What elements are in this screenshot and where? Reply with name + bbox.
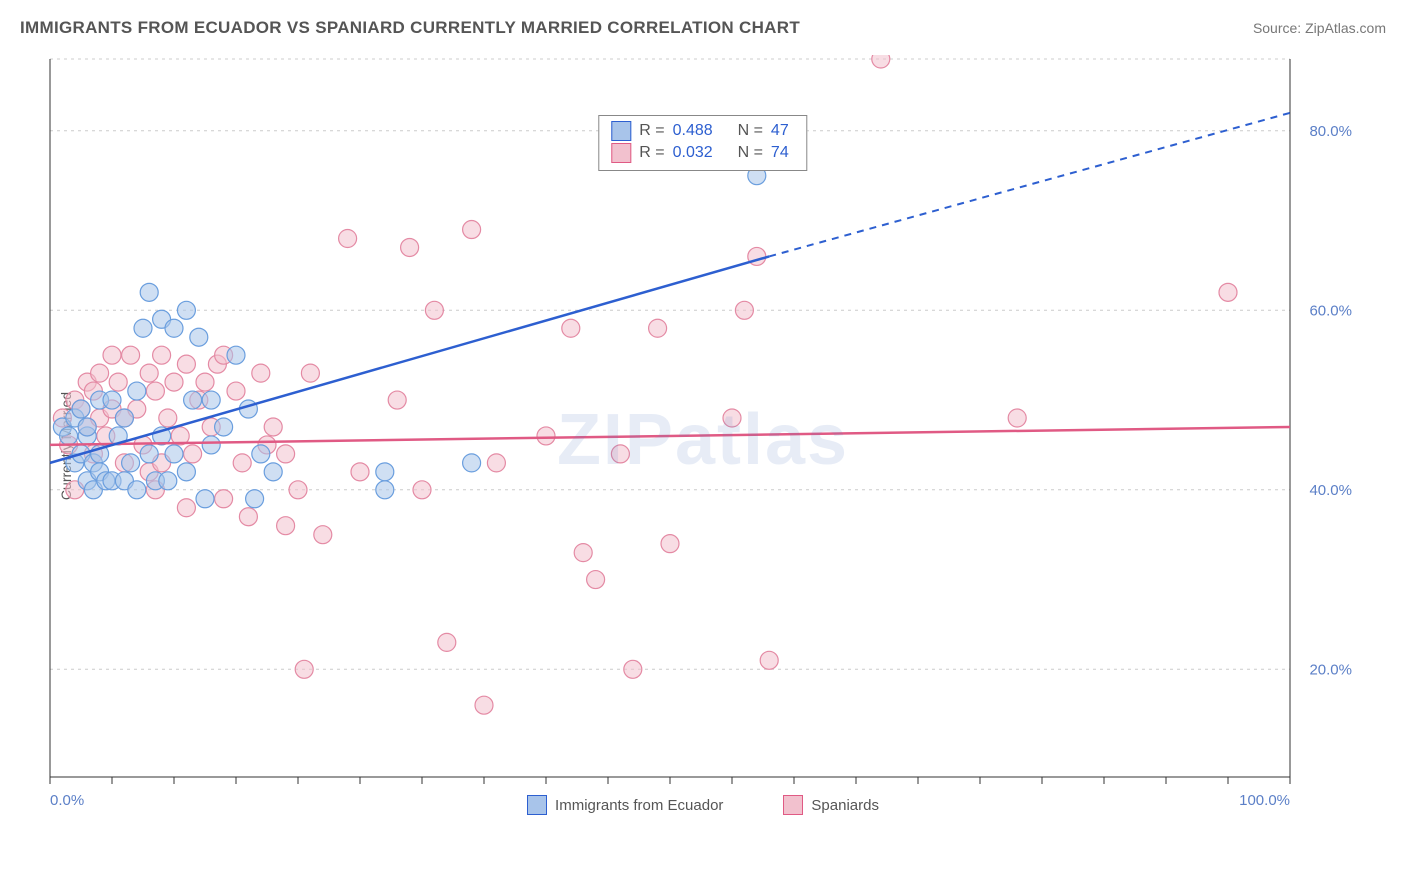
title-bar: IMMIGRANTS FROM ECUADOR VS SPANIARD CURR… xyxy=(20,18,1386,38)
chart-title: IMMIGRANTS FROM ECUADOR VS SPANIARD CURR… xyxy=(20,18,800,38)
legend-item-pink: Spaniards xyxy=(783,795,879,815)
swatch-blue-icon xyxy=(611,121,631,141)
n-label: N = xyxy=(738,142,763,164)
legend-series: Immigrants from Ecuador Spaniards xyxy=(48,795,1358,815)
r-label: R = xyxy=(639,142,664,164)
svg-text:40.0%: 40.0% xyxy=(1309,482,1352,499)
r-label: R = xyxy=(639,120,664,142)
legend-item-blue: Immigrants from Ecuador xyxy=(527,795,723,815)
swatch-pink-icon xyxy=(611,143,631,163)
svg-text:60.0%: 60.0% xyxy=(1309,302,1352,319)
source-label: Source: ZipAtlas.com xyxy=(1253,20,1386,36)
r-value-blue: 0.488 xyxy=(673,120,713,142)
legend-stats: R = 0.488 N = 47 R = 0.032 N = 74 xyxy=(598,115,807,171)
legend-stats-row-pink: R = 0.032 N = 74 xyxy=(611,142,788,164)
svg-text:20.0%: 20.0% xyxy=(1309,661,1352,678)
svg-text:80.0%: 80.0% xyxy=(1309,123,1352,140)
swatch-blue-icon xyxy=(527,795,547,815)
legend-stats-row-blue: R = 0.488 N = 47 xyxy=(611,120,788,142)
n-label: N = xyxy=(738,120,763,142)
swatch-pink-icon xyxy=(783,795,803,815)
legend-label-blue: Immigrants from Ecuador xyxy=(555,797,723,814)
n-value-blue: 47 xyxy=(771,120,789,142)
n-value-pink: 74 xyxy=(771,142,789,164)
r-value-pink: 0.032 xyxy=(673,142,713,164)
legend-label-pink: Spaniards xyxy=(811,797,879,814)
plot-area: 20.0%40.0%60.0%80.0%0.0%100.0% ZIPatlas … xyxy=(48,55,1358,825)
